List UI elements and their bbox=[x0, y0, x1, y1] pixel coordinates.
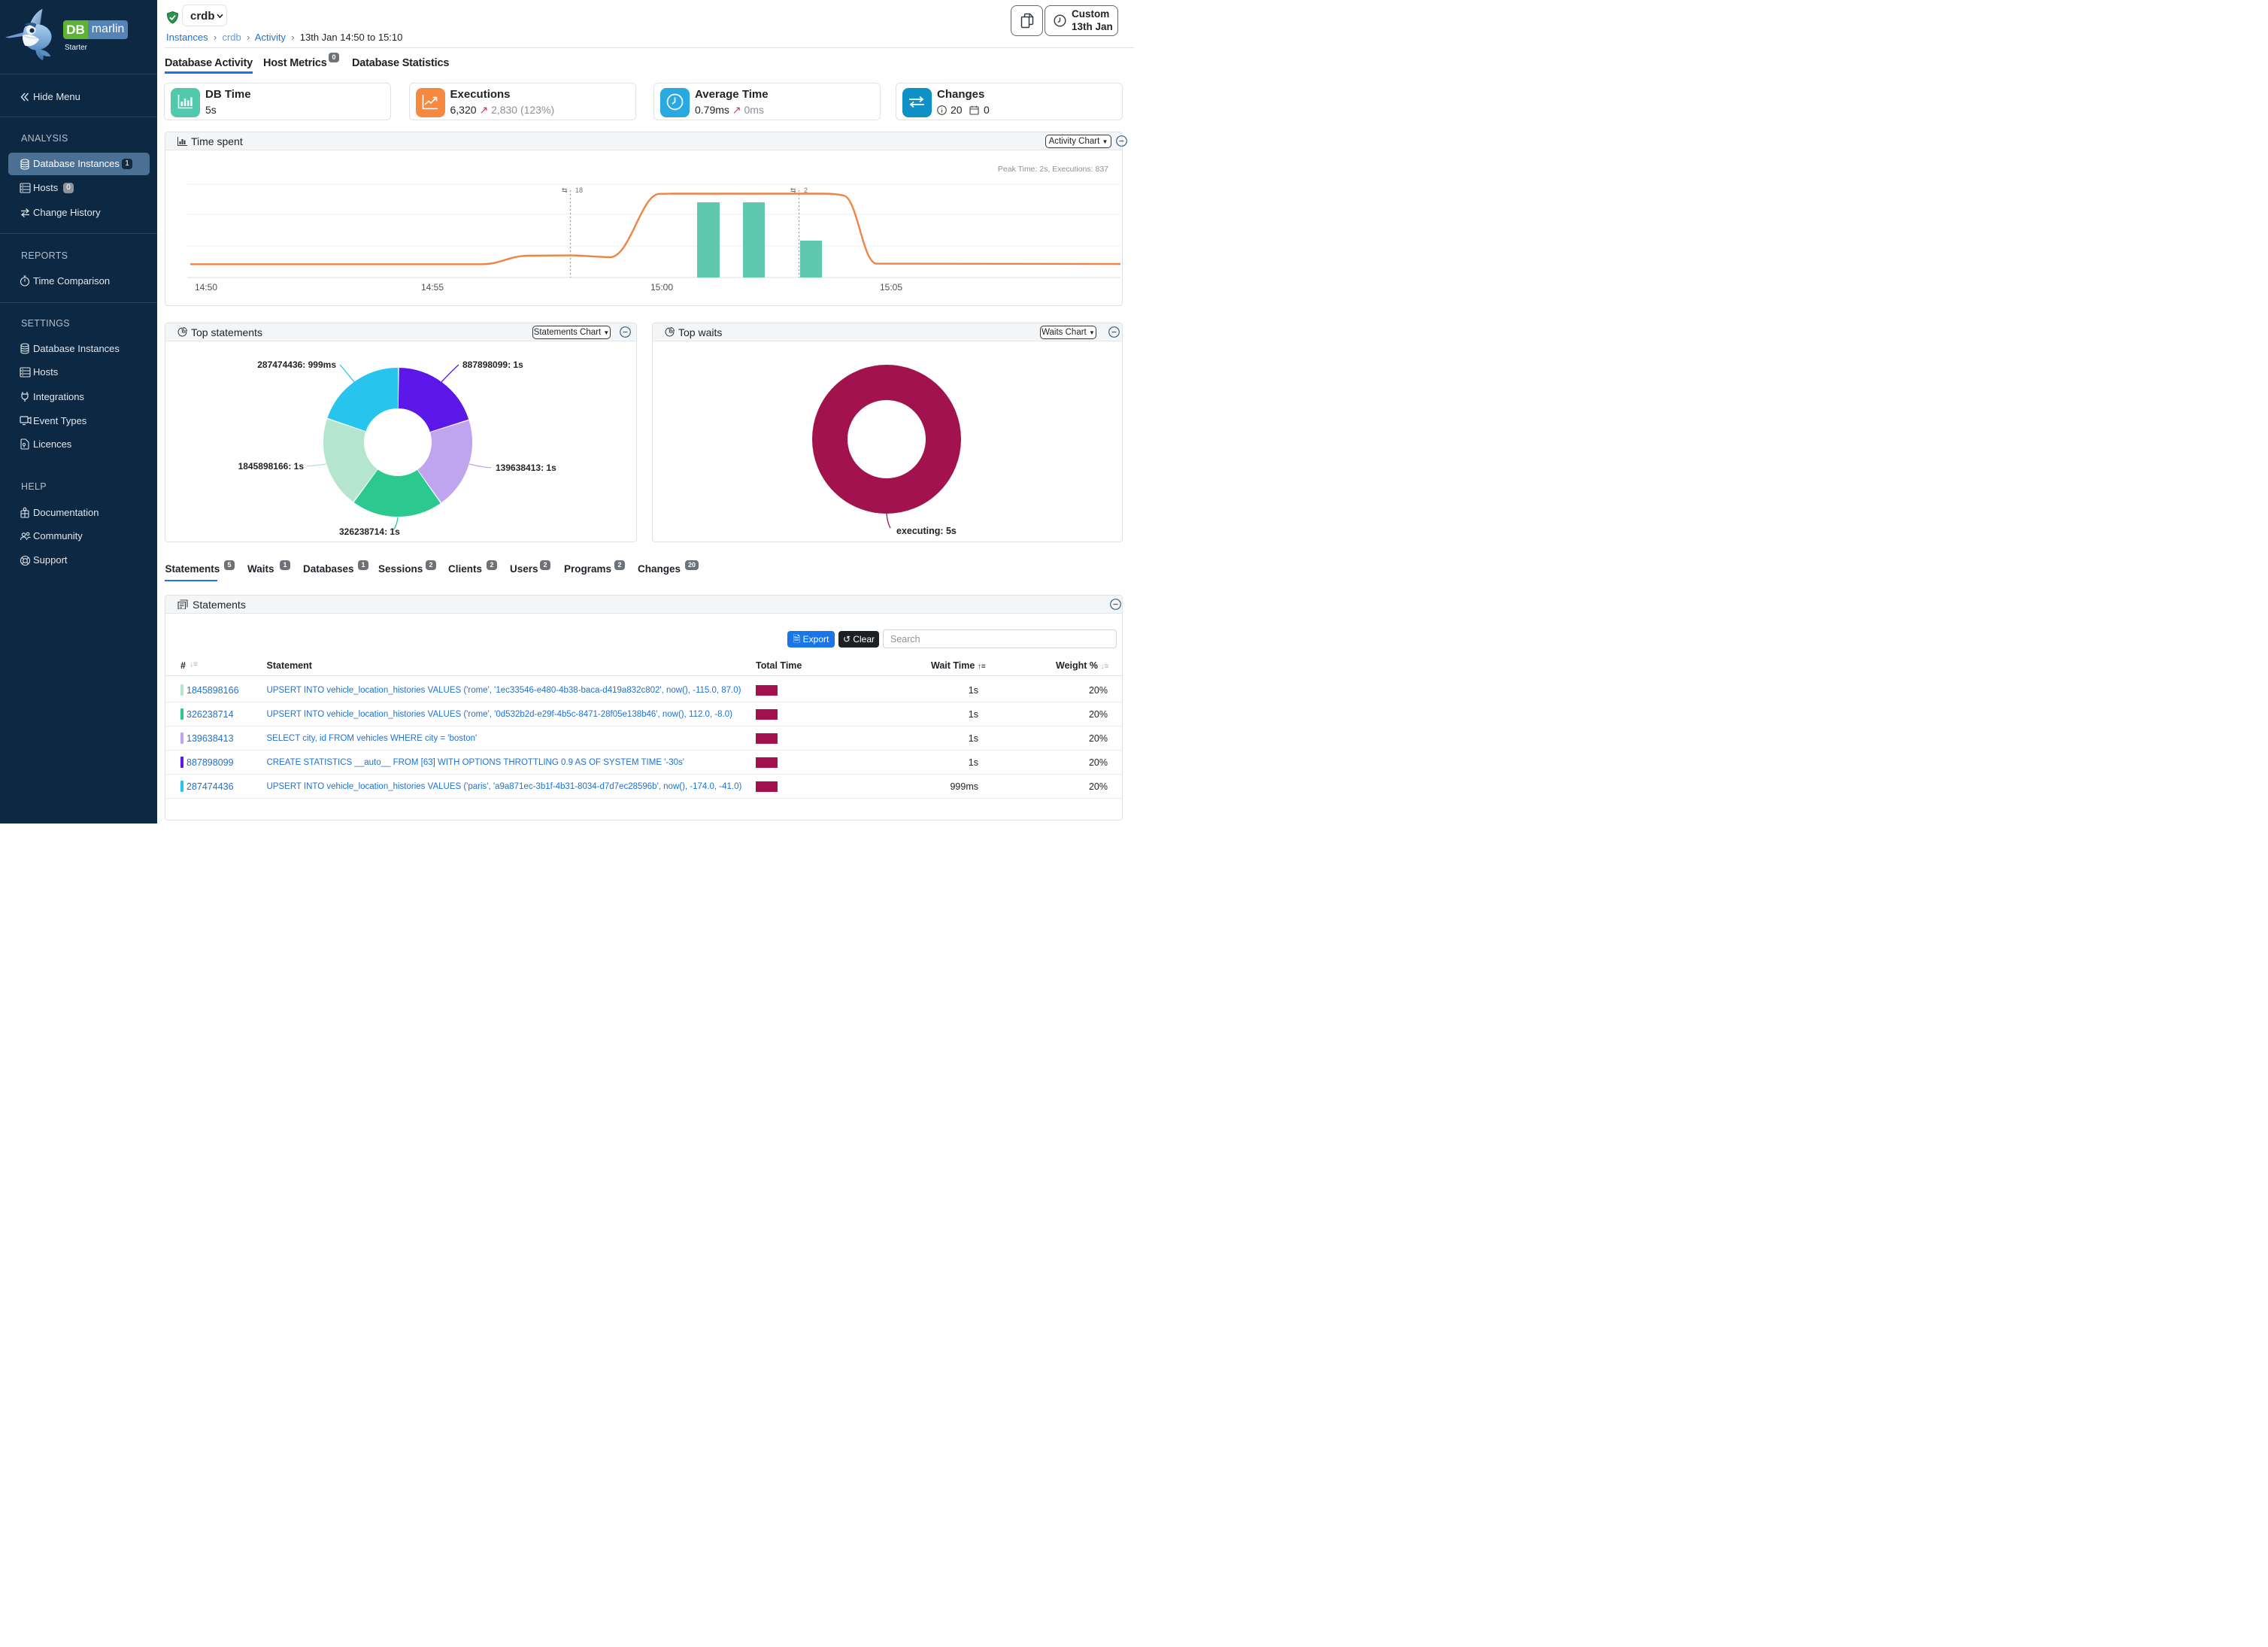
svg-text:139638413: 1s: 139638413: 1s bbox=[496, 463, 556, 473]
svg-text:14:55: 14:55 bbox=[421, 282, 444, 293]
svg-text:executing: 5s: executing: 5s bbox=[896, 526, 957, 536]
svg-text:18: 18 bbox=[575, 187, 583, 194]
svg-text:15:05: 15:05 bbox=[880, 282, 902, 293]
svg-text:Peak Time: 2s, Executions: 837: Peak Time: 2s, Executions: 837 bbox=[998, 165, 1108, 174]
svg-text:⇆: ⇆ bbox=[790, 187, 796, 194]
svg-text:887898099: 1s: 887898099: 1s bbox=[462, 359, 523, 370]
svg-text:326238714: 1s: 326238714: 1s bbox=[339, 526, 400, 537]
svg-text:14:50: 14:50 bbox=[195, 282, 217, 293]
svg-text:2: 2 bbox=[804, 187, 808, 194]
svg-text:287474436: 999ms: 287474436: 999ms bbox=[257, 359, 336, 370]
svg-text:15:00: 15:00 bbox=[650, 282, 673, 293]
svg-text:1845898166: 1s: 1845898166: 1s bbox=[238, 461, 305, 472]
svg-text:⇆: ⇆ bbox=[562, 187, 568, 194]
